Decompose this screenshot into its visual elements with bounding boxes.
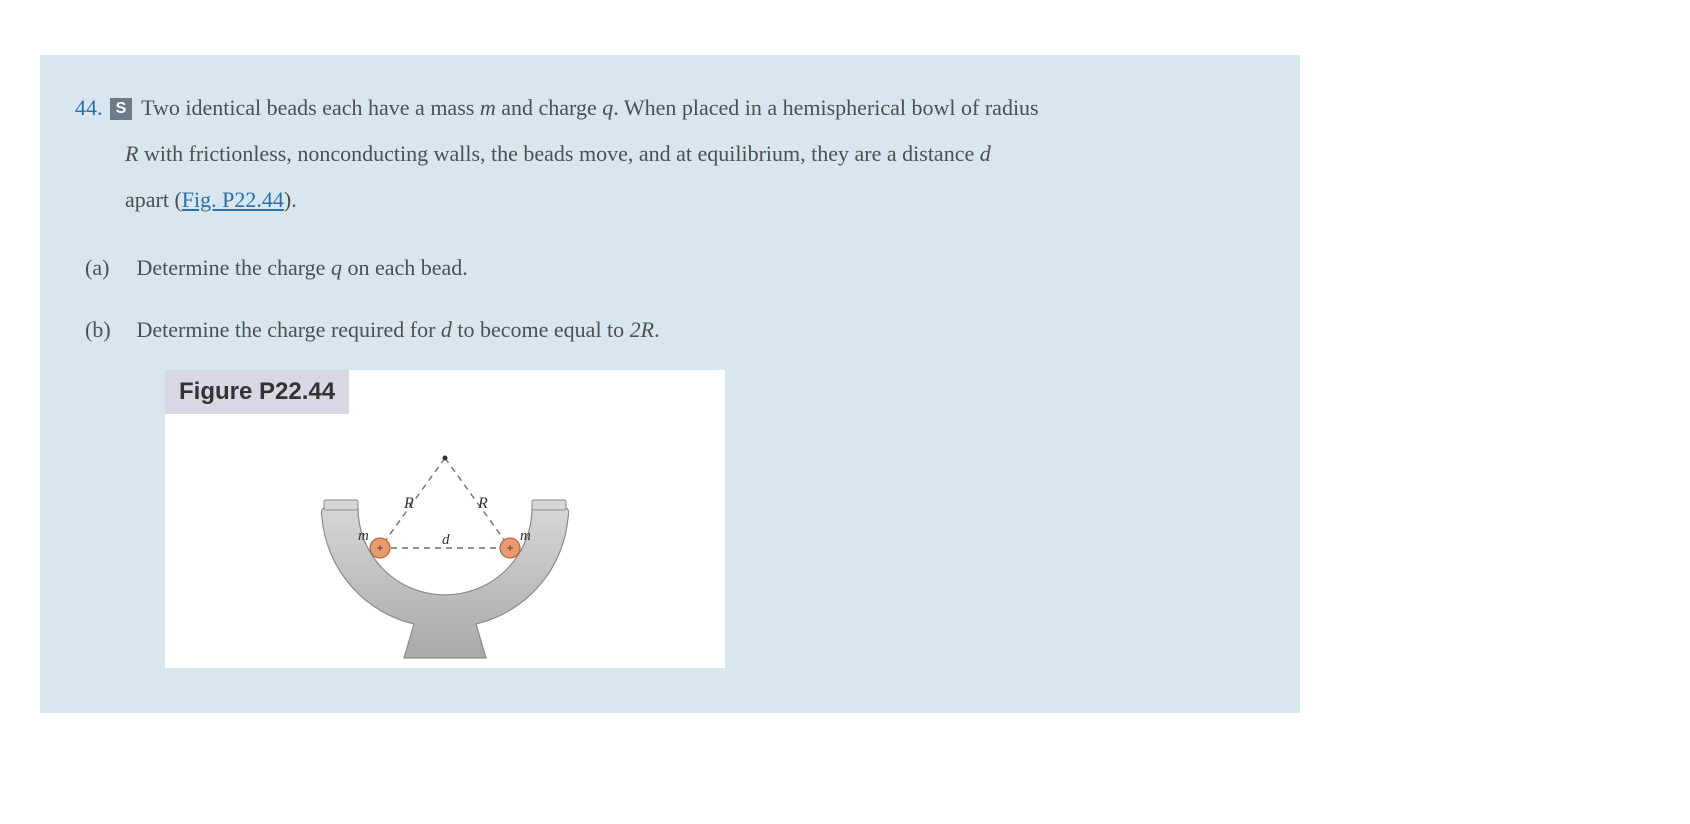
part-a-pre: Determine the charge <box>137 255 331 280</box>
problem-statement: 44. S Two identical beads each have a ma… <box>75 85 1265 224</box>
part-b-post2: . <box>654 317 660 342</box>
part-a: (a) Determine the charge q on each bead. <box>85 246 1265 290</box>
var-R: R <box>125 141 138 166</box>
label-R-right: R <box>477 495 488 512</box>
figure-title: Figure P22.44 <box>165 370 349 414</box>
label-R-left: R <box>403 495 414 512</box>
part-b-post: to become equal to <box>452 317 630 342</box>
rim-left <box>324 500 358 510</box>
part-a-var: q <box>331 255 342 280</box>
var-m: m <box>480 95 496 120</box>
label-m-left: m <box>358 528 369 544</box>
var-d: d <box>980 141 991 166</box>
problem-text-1: Two identical beads each have a mass <box>141 95 480 120</box>
rim-right <box>532 500 566 510</box>
part-a-post: on each bead. <box>342 255 468 280</box>
part-b-label: (b) <box>85 308 131 352</box>
problem-text-2: and charge <box>496 95 603 120</box>
figure-svg: + + R R m m d <box>280 418 610 668</box>
var-q: q <box>602 95 613 120</box>
problem-text-6: ). <box>284 187 297 212</box>
subparts-list: (a) Determine the charge q on each bead.… <box>85 246 1265 668</box>
problem-text-5: apart ( <box>125 187 182 212</box>
part-a-label: (a) <box>85 246 131 290</box>
apex-dot <box>443 455 448 460</box>
part-b-pre: Determine the charge required for <box>137 317 441 342</box>
problem-panel: 44. S Two identical beads each have a ma… <box>40 55 1300 713</box>
part-b: (b) Determine the charge required for d … <box>85 308 1265 352</box>
problem-line2: R with frictionless, nonconducting walls… <box>125 141 991 166</box>
part-b-var: d <box>441 317 452 342</box>
problem-line3: apart (Fig. P22.44). <box>125 187 297 212</box>
bead-right-plus: + <box>506 541 513 555</box>
figure-link[interactable]: Fig. P22.44 <box>182 187 284 212</box>
problem-text-4: with frictionless, nonconducting walls, … <box>138 141 979 166</box>
page: 44. S Two identical beads each have a ma… <box>0 0 1690 824</box>
problem-text-3: . When placed in a hemispherical bowl of… <box>613 95 1038 120</box>
label-m-right: m <box>520 528 531 544</box>
problem-number: 44. <box>75 95 103 120</box>
symbolic-badge: S <box>110 98 132 120</box>
label-d: d <box>442 532 450 548</box>
figure-container: Figure P22.44 <box>165 370 725 668</box>
part-b-var2: 2R <box>630 317 654 342</box>
bead-left-plus: + <box>376 541 383 555</box>
